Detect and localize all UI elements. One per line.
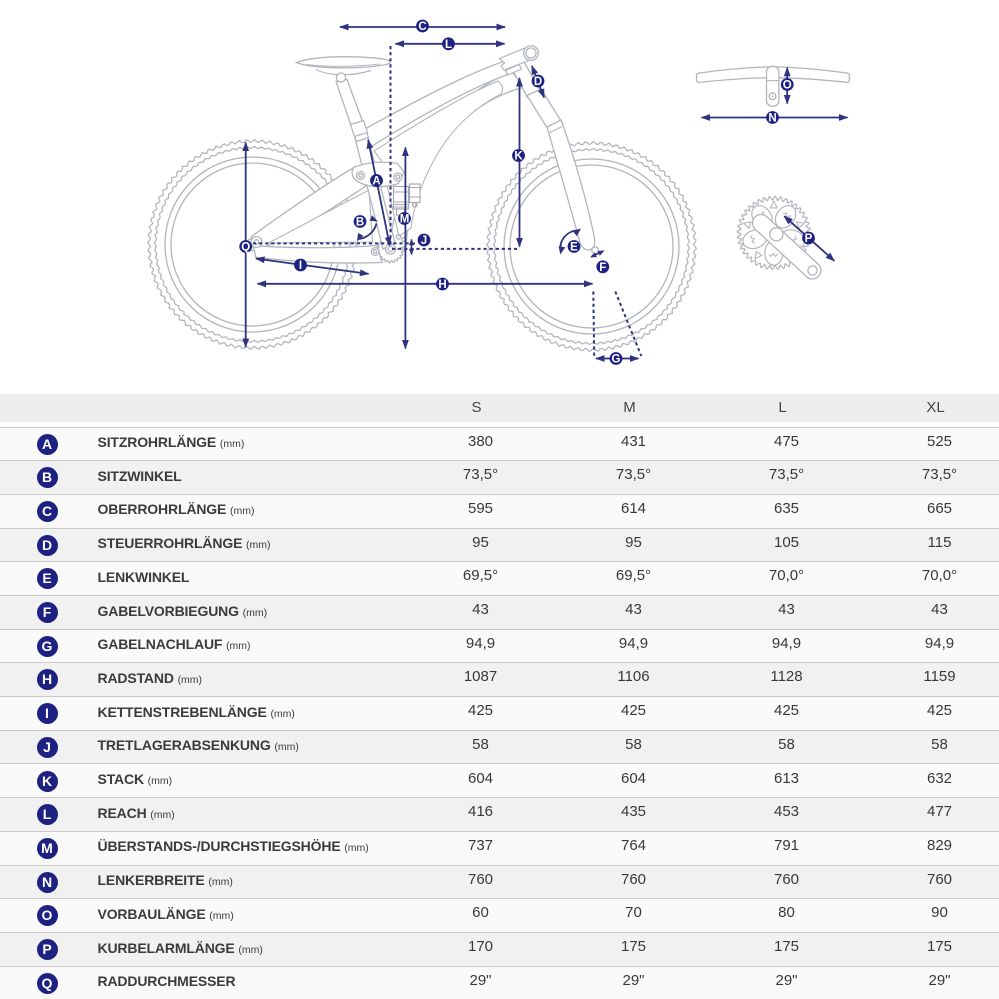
svg-text:B: B — [356, 217, 364, 229]
svg-text:K: K — [514, 151, 523, 163]
svg-text:N: N — [768, 113, 776, 125]
svg-text:G: G — [612, 354, 621, 366]
svg-text:P: P — [805, 233, 813, 245]
svg-text:J: J — [421, 235, 427, 247]
svg-text:E: E — [570, 242, 578, 254]
svg-text:H: H — [438, 279, 446, 291]
svg-text:L: L — [445, 39, 452, 51]
svg-text:D: D — [534, 76, 542, 88]
svg-text:F: F — [599, 262, 606, 274]
svg-text:O: O — [783, 80, 792, 92]
svg-text:I: I — [299, 260, 302, 272]
svg-text:C: C — [418, 21, 426, 33]
svg-text:Q: Q — [241, 242, 250, 254]
svg-text:M: M — [400, 214, 410, 226]
svg-text:A: A — [372, 176, 380, 188]
